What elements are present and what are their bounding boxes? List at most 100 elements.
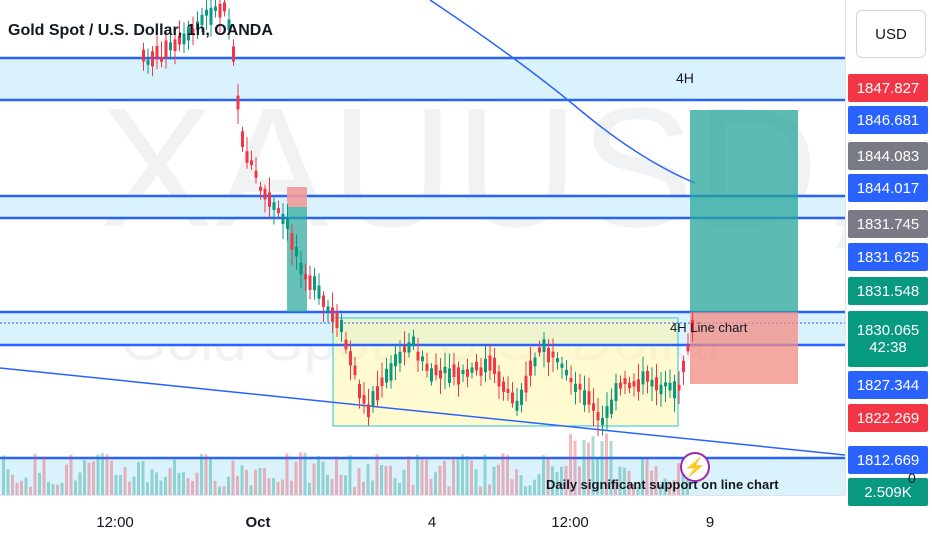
volume-bar: [272, 478, 275, 495]
candle-body: [331, 307, 334, 322]
candle-body: [605, 406, 609, 418]
volume-bar: [618, 466, 622, 495]
candle-body: [439, 370, 442, 379]
candle-body: [398, 351, 402, 364]
volume-bar: [195, 472, 199, 495]
volume-bar: [488, 484, 491, 495]
volume-bar: [623, 467, 626, 495]
price-axis[interactable]: USD 1847.827 1846.681 1844.083 1844.017 1831…: [845, 0, 932, 506]
volume-bar: [474, 469, 478, 495]
volume-bar: [119, 475, 122, 495]
candle-body: [272, 202, 276, 210]
volume-bar: [231, 460, 235, 495]
time-axis[interactable]: 12:00 Oct 4 12:00 9: [0, 495, 845, 551]
price-label: 1827.344: [848, 371, 928, 399]
candle-body: [461, 369, 465, 375]
price-label: 1830.065 42:38: [848, 311, 928, 367]
candle-body: [317, 285, 321, 299]
candle-body: [578, 383, 582, 390]
candle-body: [263, 188, 267, 200]
candle-body: [596, 411, 600, 421]
volume-bar: [429, 478, 433, 495]
price-label: 1822.269: [848, 404, 928, 432]
x-tick: 4: [427, 514, 437, 531]
volume-bar: [407, 456, 410, 495]
volume-bar: [321, 461, 325, 495]
volume-bar: [528, 485, 532, 495]
volume-bar: [366, 464, 370, 495]
candle-body: [628, 382, 631, 389]
volume-bar: [686, 467, 689, 495]
candle-body: [403, 346, 406, 353]
volume-bar: [452, 456, 455, 495]
price-label: 1812.669: [848, 446, 928, 474]
candle-body: [646, 370, 649, 382]
volume-bar: [506, 455, 509, 495]
candle-body: [619, 382, 622, 389]
volume-bar: [308, 482, 311, 495]
volume-bar: [92, 461, 95, 495]
volume-bar: [330, 479, 334, 495]
volume-bar: [245, 469, 248, 495]
candle-body: [434, 364, 438, 376]
volume-bar: [249, 485, 253, 495]
price-label: 1831.625: [848, 243, 928, 271]
long-position-target: [690, 110, 798, 312]
volume-bar: [677, 463, 680, 495]
candle-body: [551, 351, 555, 358]
volume-bar: [267, 478, 271, 495]
candle-body: [488, 355, 492, 371]
volume-bar: [443, 460, 446, 495]
candle-body: [358, 384, 361, 399]
volume-bar: [492, 466, 496, 495]
volume-bar: [132, 476, 136, 495]
candle-body: [214, 6, 217, 11]
volume-bar: [78, 472, 82, 495]
volume-bar: [218, 486, 221, 495]
volume-bar: [456, 458, 460, 495]
x-tick: 12:00: [96, 514, 134, 531]
candle-body: [187, 27, 190, 41]
volume-bar: [434, 472, 437, 495]
candle-body: [200, 14, 204, 26]
candle-body: [313, 276, 316, 291]
annotation-line-chart: 4H Line chart: [670, 320, 748, 335]
candle-body: [232, 46, 235, 62]
volume-bar: [141, 461, 145, 495]
candle-body: [205, 9, 208, 16]
volume-bar: [632, 484, 635, 495]
volume-bar: [74, 480, 77, 495]
chart-area[interactable]: XAUUSD, 1h Gold Spot / U.S. Dollar Gold …: [0, 0, 845, 495]
currency-selector[interactable]: USD: [856, 10, 926, 58]
annotation-4h: 4H: [676, 70, 694, 86]
candle-body: [164, 40, 168, 58]
volume-bar: [335, 456, 338, 495]
candle-body: [641, 371, 645, 385]
candle-body: [367, 404, 370, 418]
candle-body: [236, 95, 240, 110]
candle-body: [407, 342, 411, 353]
volume-bar: [281, 479, 284, 495]
candle-body: [493, 357, 496, 374]
volume-bar: [312, 463, 316, 495]
candle-body: [466, 369, 469, 377]
trendline: [0, 367, 845, 456]
volume-bar: [60, 482, 64, 495]
volume-bar: [515, 469, 518, 495]
volume-bar: [569, 434, 572, 495]
candle-body: [299, 262, 303, 275]
candle-body: [524, 375, 528, 393]
lightning-icon[interactable]: ⚡: [680, 452, 710, 482]
volume-bar: [200, 453, 203, 495]
candle-body: [290, 233, 294, 250]
candle-body: [529, 360, 532, 376]
volume-bar: [573, 440, 577, 495]
volume-bar: [29, 486, 32, 495]
volume-bar: [596, 457, 599, 495]
moving-average-line: [429, 0, 696, 184]
candle-body: [371, 391, 375, 407]
volume-bar: [227, 476, 230, 495]
candle-body: [416, 351, 420, 361]
candle-body: [502, 381, 505, 392]
volume-bar: [209, 457, 212, 495]
